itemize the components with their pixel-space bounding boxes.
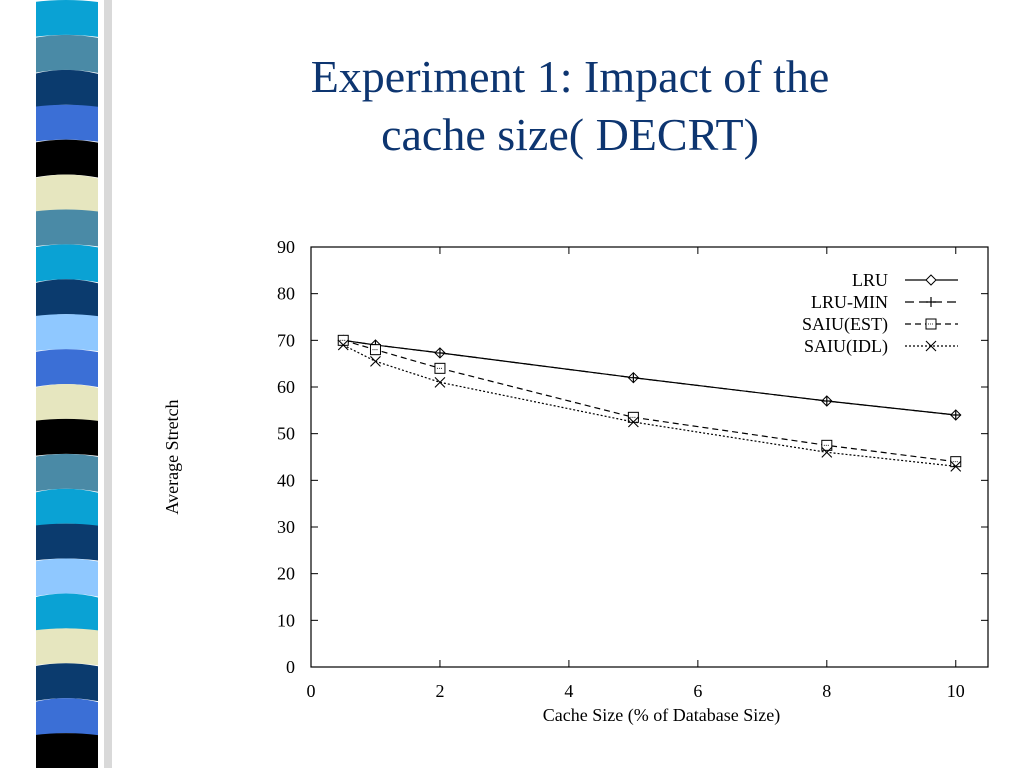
data-point xyxy=(627,416,639,428)
stripe-segment xyxy=(34,488,98,528)
stripe-segment xyxy=(34,384,98,423)
stripe-segment xyxy=(34,733,98,768)
stripe-segment xyxy=(34,663,98,702)
data-point xyxy=(434,347,445,358)
legend-marker xyxy=(925,274,937,286)
stripe-segment xyxy=(34,418,98,456)
data-point xyxy=(337,339,349,351)
stripe-segment xyxy=(34,244,98,283)
stripe-segment xyxy=(34,209,98,247)
y-tick-label: 20 xyxy=(277,564,295,584)
data-point xyxy=(821,446,833,458)
data-point xyxy=(628,372,639,383)
decorative-stripe-bar xyxy=(0,0,112,768)
stripe-segment xyxy=(34,349,98,387)
y-tick-label: 70 xyxy=(277,330,295,350)
stripe-bar-edge xyxy=(96,0,104,768)
legend-label: SAIU(EST) xyxy=(802,314,888,335)
stripe-segment xyxy=(34,453,98,492)
stripe-bar-shadow xyxy=(104,0,112,768)
data-point xyxy=(370,355,381,367)
legend-label: LRU xyxy=(852,270,888,290)
legend-label: LRU-MIN xyxy=(811,292,888,312)
data-point xyxy=(950,460,962,472)
x-tick-label: 6 xyxy=(693,681,702,701)
series-line xyxy=(343,339,956,416)
data-point xyxy=(337,334,349,346)
stripe-segment xyxy=(34,34,98,73)
series-line xyxy=(343,339,956,463)
stripe-segment xyxy=(34,628,98,666)
slide-title-line-2: cache size( DECRT) xyxy=(381,109,759,160)
legend-marker xyxy=(925,318,937,330)
x-tick-label: 2 xyxy=(435,681,444,701)
stripe-segment xyxy=(34,104,98,142)
legend-label: SAIU(IDL) xyxy=(804,336,888,357)
series-saiu-est xyxy=(337,334,962,468)
data-point xyxy=(434,362,446,374)
stripe-segment xyxy=(34,558,98,597)
stripe-segment xyxy=(34,523,98,561)
data-point xyxy=(821,396,832,406)
data-point xyxy=(434,376,446,388)
y-axis-label: Average Stretch xyxy=(162,399,182,514)
stripe-bar-left-margin xyxy=(0,0,36,768)
legend-marker xyxy=(926,297,936,307)
y-tick-label: 80 xyxy=(277,284,295,304)
y-tick-label: 0 xyxy=(286,657,295,677)
y-tick-label: 60 xyxy=(277,377,295,397)
stripe-segment xyxy=(34,174,98,214)
y-tick-label: 30 xyxy=(277,517,295,537)
x-tick-label: 4 xyxy=(564,681,573,701)
x-tick-label: 10 xyxy=(947,681,965,701)
legend-marker xyxy=(925,340,937,352)
stripe-segment xyxy=(34,0,98,37)
stripe-segment xyxy=(34,314,98,352)
x-tick-label: 0 xyxy=(307,681,316,701)
data-point xyxy=(950,456,962,468)
data-point xyxy=(950,410,961,420)
plot-frame xyxy=(310,246,989,668)
y-tick-label: 50 xyxy=(277,424,295,444)
stripe-segment xyxy=(34,139,98,178)
y-tick-label: 10 xyxy=(277,610,295,630)
series-saiu-idl xyxy=(337,339,962,472)
data-point xyxy=(369,344,381,356)
y-tick-label: 90 xyxy=(277,237,295,257)
slide-title-line-1: Experiment 1: Impact of the xyxy=(310,51,830,102)
y-tick-label: 40 xyxy=(277,470,295,490)
slide-title: Experiment 1: Impact of the cache size( … xyxy=(140,48,1000,164)
stripe-segment xyxy=(34,279,98,319)
x-axis-label: Cache Size (% of Database Size) xyxy=(543,705,780,726)
x-tick-label: 8 xyxy=(822,681,831,701)
stripe-segment xyxy=(34,69,98,109)
stripe-segment xyxy=(34,593,98,633)
data-point xyxy=(821,439,833,451)
stripe-segment xyxy=(34,698,98,738)
